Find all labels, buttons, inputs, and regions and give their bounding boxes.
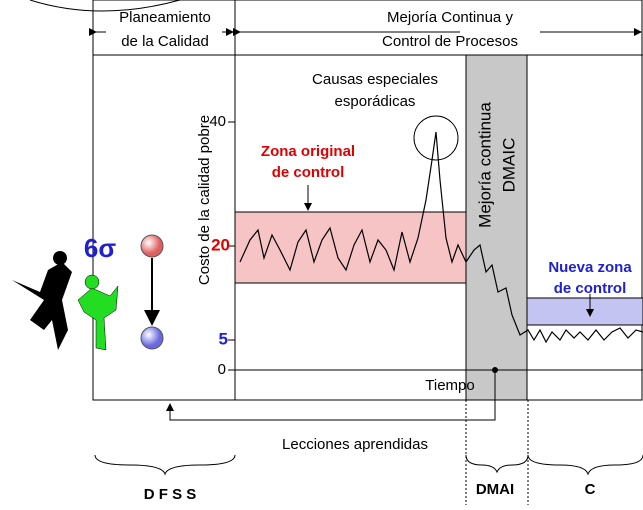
annotation: esporádicas — [335, 93, 416, 110]
annotation: Nueva zona — [548, 259, 632, 276]
phase-label: DMAI — [476, 481, 514, 498]
original-zone — [235, 212, 466, 283]
header-text: Mejoría Continua y — [387, 9, 513, 26]
tick-label: 40 — [209, 113, 226, 130]
red-ball — [141, 235, 163, 257]
new-zone — [527, 298, 643, 325]
tick-label: 0 — [218, 361, 226, 378]
x-label: Tiempo — [425, 377, 474, 394]
phase-label: D F S S — [144, 486, 197, 503]
annotation: Lecciones aprendidas — [282, 436, 428, 453]
braces — [95, 455, 643, 474]
annotation: de control — [554, 280, 627, 297]
phase-label: C — [585, 481, 596, 498]
diagram: Planeamiento de la Calidad Mejoría Conti… — [0, 0, 643, 505]
tick-label: 20 — [211, 235, 230, 254]
header-text: Control de Procesos — [382, 33, 518, 50]
annotation: Zona original — [261, 143, 355, 160]
annotation: DMAIC — [499, 138, 518, 193]
karate-figures — [12, 251, 118, 350]
blue-ball — [141, 327, 163, 349]
header-text: de la Calidad — [121, 33, 209, 50]
tick-label: 5 — [219, 329, 228, 348]
y-label: Costo de la calidad pobre — [196, 115, 213, 285]
annotation: de control — [272, 164, 345, 181]
annotation: Causas especiales — [312, 71, 438, 88]
header-text: Planeamiento — [119, 9, 211, 26]
sigma-label: 6σ — [84, 233, 116, 263]
annotation: Mejoría continua — [475, 102, 494, 228]
